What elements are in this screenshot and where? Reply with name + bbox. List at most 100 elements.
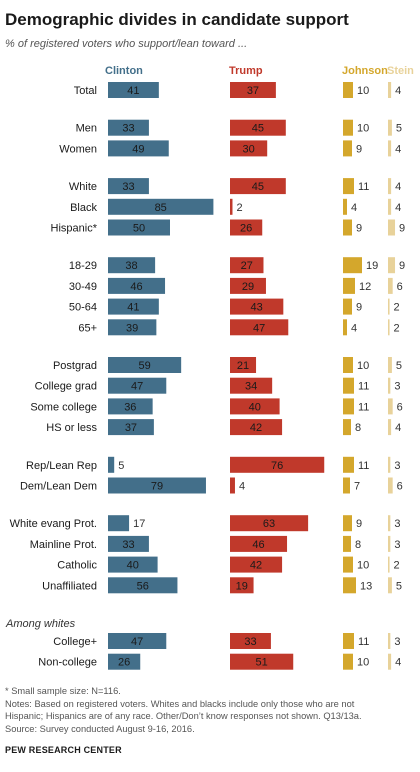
value-label-clinton-mainline-prot: 33: [122, 539, 134, 551]
note-line: * Small sample size: N=116.: [5, 686, 121, 696]
bar-clinton-50-64: [108, 298, 159, 315]
value-label-clinton-non-college: 26: [118, 657, 130, 669]
row-label-30-49: 30-49: [69, 281, 97, 293]
bar-johnson-unaffiliated: [343, 577, 356, 594]
value-label-stein-white: 4: [395, 181, 401, 193]
note-line: Source: Survey conducted August 9-16, 20…: [5, 723, 195, 734]
note-line: Hispanic; Hispanics are of any race. Oth…: [5, 711, 362, 721]
bar-clinton-mainline-prot: [108, 535, 149, 552]
value-label-stein-total: 4: [395, 85, 401, 97]
bar-trump-some-college: [230, 398, 280, 415]
bar-clinton-college: [108, 633, 167, 649]
bar-stein-black: [388, 198, 392, 215]
row-label-men: Men: [76, 123, 97, 135]
value-label-trump-postgrad: 21: [237, 360, 249, 372]
bar-trump-white: [230, 178, 286, 195]
bar-johnson-black: [343, 198, 347, 215]
bar-stein-catholic: [388, 556, 390, 573]
row-label-total: Total: [74, 85, 97, 97]
value-label-johnson-hispanic: 9: [356, 223, 362, 235]
bar-clinton-hispanic: [108, 219, 170, 236]
bar-stein-hispanic: [388, 219, 396, 236]
bar-stein-total: [388, 82, 392, 98]
value-label-johnson-white-evang-prot: 9: [356, 518, 362, 530]
bar-johnson-men: [343, 119, 353, 136]
value-label-trump-30-49: 29: [242, 281, 254, 293]
bar-clinton-total: [108, 82, 159, 98]
row-label-white: White: [69, 181, 97, 193]
bar-trump-women: [230, 140, 268, 157]
bar-clinton-unaffiliated: [108, 577, 178, 594]
value-label-stein-women: 4: [395, 143, 401, 155]
bar-trump-black: [230, 198, 233, 215]
bar-stein-non-college: [388, 653, 392, 670]
value-label-johnson-rep-lean-rep: 11: [358, 460, 369, 472]
value-label-trump-white-evang-prot: 63: [263, 518, 275, 530]
row-label-mainline-prot: Mainline Prot.: [30, 539, 97, 551]
row-label-dem-lean-dem: Dem/Lean Dem: [20, 481, 97, 493]
value-label-trump-hs-or-less: 42: [250, 422, 262, 434]
bar-stein-rep-lean-rep: [388, 456, 391, 473]
bar-clinton-postgrad: [108, 357, 182, 373]
row-label-black: Black: [70, 202, 97, 214]
value-label-clinton-rep-lean-rep: 5: [118, 460, 124, 472]
bar-johnson-women: [343, 140, 352, 157]
value-label-stein-some-college: 6: [397, 401, 403, 413]
row-label-50-64: 50-64: [69, 302, 97, 314]
bar-trump-men: [230, 119, 286, 136]
bar-stein-college-grad: [388, 377, 391, 394]
bar-trump-white-evang-prot: [230, 515, 309, 532]
value-label-johnson-dem-lean-dem: 7: [354, 481, 360, 493]
source-credit: PEW RESEARCH CENTER: [5, 745, 122, 755]
value-label-trump-hispanic: 26: [240, 223, 252, 235]
bar-trump-total: [230, 82, 276, 98]
bar-stein-white: [388, 178, 392, 195]
bar-trump-65: [230, 319, 289, 336]
chart-subtitle: % of registered voters who support/lean …: [5, 38, 248, 50]
value-label-clinton-catholic: 40: [127, 560, 139, 572]
value-label-trump-unaffiliated: 19: [236, 580, 248, 592]
bar-clinton-65: [108, 319, 157, 336]
row-label-women: Women: [59, 143, 97, 155]
row-label-hispanic: Hispanic*: [51, 223, 98, 235]
series-header-johnson: Johnson: [342, 65, 388, 77]
bar-stein-some-college: [388, 398, 393, 415]
bar-trump-30-49: [230, 277, 266, 294]
bar-trump-rep-lean-rep: [230, 456, 325, 473]
value-label-stein-non-college: 4: [395, 657, 401, 669]
value-label-clinton-college: 47: [131, 636, 143, 648]
row-label-white-evang-prot: White evang Prot.: [10, 518, 97, 530]
value-label-clinton-college-grad: 47: [131, 381, 143, 393]
value-label-clinton-postgrad: 59: [138, 360, 150, 372]
value-label-johnson-catholic: 10: [357, 560, 369, 572]
value-label-clinton-white-evang-prot: 17: [133, 518, 145, 530]
value-label-clinton-50-64: 41: [127, 302, 139, 314]
value-label-johnson-black: 4: [351, 202, 357, 214]
value-label-johnson-mainline-prot: 8: [355, 539, 361, 551]
bar-trump-18-29: [230, 257, 264, 274]
value-label-trump-college: 33: [244, 636, 256, 648]
bar-stein-women: [388, 140, 392, 157]
value-label-clinton-65: 39: [126, 322, 138, 334]
value-label-clinton-hs-or-less: 37: [125, 422, 137, 434]
value-label-clinton-unaffiliated: 56: [137, 580, 149, 592]
value-label-trump-rep-lean-rep: 76: [271, 460, 283, 472]
value-label-clinton-dem-lean-dem: 79: [151, 481, 163, 493]
bar-trump-hispanic: [230, 219, 263, 236]
value-label-stein-unaffiliated: 5: [396, 580, 402, 592]
row-label-unaffiliated: Unaffiliated: [42, 580, 97, 592]
row-label-non-college: Non-college: [38, 657, 97, 669]
value-label-stein-postgrad: 5: [396, 360, 402, 372]
bar-stein-white-evang-prot: [388, 515, 391, 532]
bar-clinton-men: [108, 119, 149, 136]
bar-trump-catholic: [230, 556, 283, 573]
value-label-trump-women: 30: [242, 143, 254, 155]
bar-johnson-30-49: [343, 277, 355, 294]
bar-johnson-college: [343, 633, 354, 649]
series-header-stein: Stein: [387, 65, 414, 77]
bar-johnson-some-college: [343, 398, 354, 415]
value-label-stein-college-grad: 3: [394, 381, 400, 393]
bar-clinton-catholic: [108, 556, 158, 573]
value-label-johnson-college: 11: [358, 636, 369, 648]
chart-notes: * Small sample size: N=116. Notes: Based…: [5, 685, 417, 735]
